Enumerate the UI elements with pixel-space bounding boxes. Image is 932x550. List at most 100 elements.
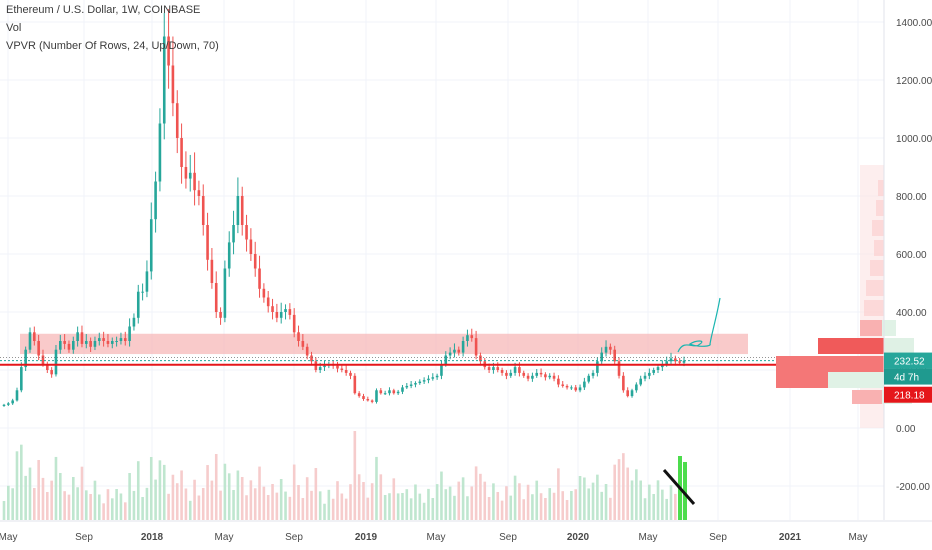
volume-bar	[318, 491, 322, 520]
candle-body	[63, 341, 66, 344]
candle-body	[71, 341, 75, 350]
volume-bar	[188, 500, 192, 520]
candle-body	[33, 332, 36, 341]
volume-bar	[353, 431, 357, 520]
candle-body	[565, 385, 569, 388]
volume-bar	[518, 483, 521, 520]
drawn-curve	[677, 297, 721, 353]
candle-body	[617, 361, 621, 376]
legend-vpvr[interactable]: VPVR (Number Of Rows, 24, Up/Down, 70)	[6, 40, 219, 52]
candle-body	[310, 355, 313, 362]
volume-bar	[162, 464, 166, 520]
volume-bar	[336, 481, 339, 520]
candle-body	[171, 65, 175, 104]
volume-bar	[102, 503, 105, 520]
volume-bar	[123, 502, 127, 520]
volume-bar	[41, 477, 45, 520]
candle-body	[227, 242, 231, 269]
volume-bar	[258, 466, 261, 520]
volume-bar	[587, 488, 591, 520]
volume-bar	[245, 495, 248, 520]
time-tick-label: Sep	[499, 532, 517, 543]
candle-body	[431, 377, 435, 379]
candle-body	[600, 352, 604, 362]
vpvr-row	[818, 338, 884, 354]
price-axis[interactable]: 1400.00 1200.00 1000.00 800.00 600.00 400.00 2…	[883, 0, 932, 520]
time-tick-label: 2020	[567, 532, 590, 543]
volume-bars	[2, 431, 687, 520]
volume-bar	[323, 503, 326, 520]
candle-body	[656, 367, 660, 370]
volume-bar	[76, 487, 79, 520]
candle-body	[362, 396, 365, 399]
volume-bar	[496, 492, 500, 520]
volume-bar	[366, 497, 370, 520]
candle-body	[440, 364, 443, 376]
volume-bar	[50, 480, 53, 520]
candle-body	[266, 297, 270, 307]
candle-body	[323, 365, 326, 368]
volume-bar	[214, 454, 218, 520]
candle-body	[418, 381, 422, 384]
volume-bar	[106, 489, 110, 520]
candle-body	[453, 349, 456, 353]
volume-bar	[375, 456, 378, 520]
volume-bar	[37, 460, 40, 520]
legend-volume[interactable]: Vol	[6, 22, 22, 34]
volume-bar	[461, 477, 465, 520]
candle-body	[366, 399, 370, 401]
candle-body	[301, 341, 305, 347]
volume-bar	[440, 471, 443, 520]
time-tick-label: 2019	[355, 532, 378, 543]
volume-bar	[314, 468, 318, 520]
volume-bar	[448, 486, 452, 520]
vpvr-row	[776, 372, 828, 388]
countdown-tag: 4d 7h	[894, 373, 919, 384]
candle-body	[470, 335, 474, 339]
candle-body	[578, 387, 582, 391]
volume-bar	[656, 480, 660, 520]
candle-body	[141, 291, 144, 293]
time-tick-label: May	[639, 532, 658, 543]
candle-body	[509, 372, 513, 376]
volume-bar	[613, 464, 617, 520]
candle-body	[375, 390, 378, 402]
candle-body	[479, 355, 482, 362]
candle-body	[531, 375, 534, 379]
volume-bar	[54, 456, 58, 520]
vpvr-row	[828, 372, 884, 388]
candle-body	[93, 341, 97, 347]
volume-bar	[548, 488, 552, 520]
volume-bar	[509, 495, 513, 520]
price-tick-label: 600.00	[896, 250, 927, 261]
volume-bar	[219, 490, 222, 520]
volume-bar	[33, 488, 36, 520]
candle-body	[197, 190, 201, 196]
candle-body	[548, 375, 552, 378]
candle-body	[115, 341, 118, 342]
candle-body	[496, 367, 500, 370]
volume-bar	[622, 453, 625, 520]
time-axis[interactable]: May Sep 2018 May Sep 2019 May Sep 2020 May Sep 2021…	[0, 520, 932, 543]
volume-bar	[661, 489, 664, 520]
volume-bar	[513, 475, 517, 520]
volume-bar	[223, 463, 227, 520]
volume-bar	[544, 498, 547, 520]
candle-body	[392, 390, 396, 394]
candle-body	[149, 219, 153, 272]
candle-body	[175, 103, 179, 138]
grid-lines	[0, 0, 884, 520]
volume-bar	[617, 459, 621, 520]
candle-body	[539, 372, 543, 375]
vpvr-row	[852, 390, 882, 404]
candle-body	[20, 367, 23, 391]
legend-title[interactable]: Ethereum / U.S. Dollar, 1W, COINBASE	[6, 4, 201, 16]
candle-body	[639, 378, 642, 385]
candle-body	[59, 341, 62, 350]
candle-body	[2, 404, 6, 406]
candle-body	[193, 172, 196, 191]
candle-body	[262, 288, 266, 298]
volume-bar	[609, 497, 612, 520]
candle-body	[544, 374, 547, 378]
